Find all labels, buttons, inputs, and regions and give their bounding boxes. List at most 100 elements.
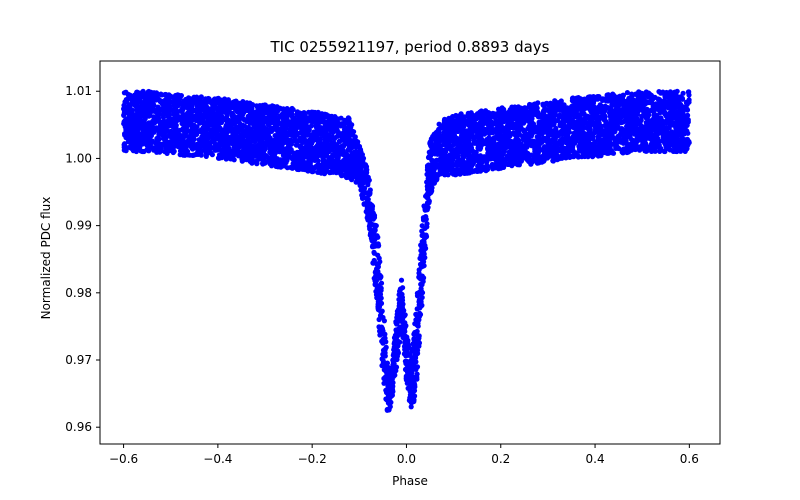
data-point bbox=[492, 135, 498, 141]
data-point bbox=[402, 366, 409, 373]
data-point bbox=[656, 97, 663, 103]
data-point bbox=[284, 106, 290, 112]
data-point bbox=[516, 138, 522, 144]
data-point bbox=[341, 157, 347, 164]
data-point bbox=[597, 131, 603, 137]
data-point bbox=[423, 214, 429, 220]
data-point bbox=[461, 123, 467, 130]
data-point bbox=[158, 125, 165, 131]
data-point bbox=[216, 155, 223, 161]
data-point bbox=[169, 130, 176, 136]
data-point bbox=[624, 130, 630, 136]
data-point bbox=[338, 132, 344, 138]
data-point bbox=[382, 347, 388, 353]
data-point bbox=[545, 136, 551, 142]
data-point bbox=[333, 144, 339, 150]
data-point bbox=[467, 130, 473, 136]
data-point bbox=[485, 143, 492, 149]
data-point bbox=[375, 234, 381, 240]
data-point bbox=[354, 157, 360, 163]
data-point bbox=[404, 380, 410, 386]
data-point bbox=[332, 149, 338, 155]
data-point bbox=[455, 161, 461, 167]
data-point bbox=[297, 158, 303, 164]
data-point bbox=[371, 249, 377, 255]
data-point bbox=[408, 358, 414, 364]
data-point bbox=[586, 150, 592, 156]
data-point bbox=[229, 104, 235, 110]
data-point bbox=[414, 376, 420, 382]
data-point bbox=[163, 127, 170, 133]
data-point bbox=[681, 137, 687, 143]
data-point bbox=[654, 136, 660, 142]
data-point bbox=[679, 96, 686, 102]
data-point bbox=[637, 120, 643, 126]
data-point bbox=[164, 123, 171, 129]
data-point bbox=[624, 116, 630, 122]
data-point bbox=[162, 92, 168, 98]
data-point bbox=[301, 118, 307, 124]
data-point bbox=[493, 165, 499, 171]
data-point bbox=[647, 135, 653, 141]
data-point bbox=[235, 153, 242, 159]
data-point bbox=[637, 104, 643, 110]
data-point bbox=[424, 171, 430, 177]
data-point bbox=[398, 277, 405, 283]
data-point bbox=[276, 130, 282, 136]
data-point bbox=[628, 130, 635, 136]
data-point bbox=[567, 154, 573, 160]
data-point bbox=[375, 252, 381, 258]
data-point bbox=[624, 90, 631, 96]
data-point bbox=[408, 389, 414, 395]
data-point bbox=[635, 133, 642, 139]
data-point bbox=[495, 160, 502, 166]
data-point bbox=[602, 123, 608, 129]
data-point bbox=[157, 98, 163, 104]
data-point bbox=[643, 115, 649, 121]
data-point bbox=[401, 351, 407, 357]
data-point bbox=[534, 105, 540, 111]
data-point bbox=[635, 126, 641, 132]
data-point bbox=[277, 105, 283, 111]
data-point bbox=[249, 110, 255, 117]
data-point bbox=[299, 137, 305, 143]
data-point bbox=[249, 158, 255, 164]
data-point bbox=[574, 95, 580, 101]
data-point bbox=[194, 94, 200, 100]
data-point bbox=[381, 318, 387, 324]
data-point bbox=[282, 148, 288, 154]
data-point bbox=[419, 223, 425, 229]
data-point bbox=[584, 125, 590, 131]
data-point bbox=[499, 156, 505, 162]
data-point bbox=[396, 292, 402, 298]
data-point bbox=[604, 92, 610, 98]
data-point bbox=[648, 142, 654, 149]
data-point bbox=[559, 136, 566, 142]
data-point bbox=[144, 142, 150, 148]
data-point bbox=[673, 137, 680, 143]
data-point bbox=[365, 198, 371, 205]
data-point bbox=[333, 161, 339, 167]
data-point bbox=[512, 141, 519, 147]
data-point bbox=[224, 119, 231, 125]
data-point bbox=[173, 122, 179, 128]
data-point bbox=[413, 355, 419, 361]
data-point bbox=[420, 263, 426, 269]
data-point bbox=[212, 145, 219, 151]
data-point bbox=[171, 102, 177, 108]
data-point bbox=[452, 136, 458, 142]
data-point bbox=[368, 230, 374, 237]
data-point bbox=[308, 123, 315, 129]
data-point bbox=[477, 146, 483, 152]
data-point bbox=[674, 88, 680, 94]
data-point bbox=[209, 152, 215, 158]
data-point bbox=[376, 283, 382, 289]
data-point bbox=[531, 157, 537, 163]
data-point bbox=[408, 384, 414, 390]
data-point bbox=[123, 89, 129, 95]
data-point bbox=[457, 171, 463, 177]
data-point bbox=[330, 158, 336, 164]
data-point bbox=[602, 113, 608, 119]
data-point bbox=[212, 136, 218, 142]
data-point bbox=[260, 160, 266, 166]
